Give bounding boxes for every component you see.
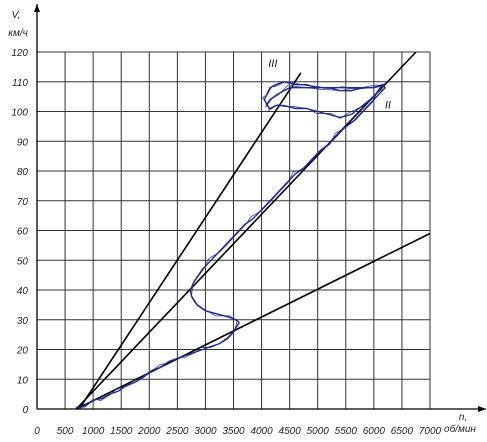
gear-line: [75, 232, 431, 410]
y-tick-labels: 0 10 20 30 40 50 60 70 80 90 100 110 120: [11, 48, 28, 416]
x-tick-label: 2500: [165, 426, 189, 437]
x-tick-label: 0: [34, 426, 40, 437]
series-line: [77, 81, 386, 410]
series-noise: [75, 81, 387, 408]
x-axis-label: n,: [459, 412, 467, 423]
x-tick-label: 3000: [194, 426, 217, 437]
axis-labels: n,об/мин V, км/ч: [8, 10, 476, 435]
x-tick-label: 5500: [335, 426, 358, 437]
y-axis-label: V,: [12, 10, 21, 21]
y-tick-label: 100: [11, 108, 28, 119]
y-tick-label: 20: [16, 346, 29, 357]
x-tick-label: 3500: [222, 426, 245, 437]
gear-line-label: II: [385, 100, 391, 112]
y-tick-label: 90: [17, 137, 29, 148]
x-tick-label: 5000: [307, 426, 330, 437]
chart-axes: [34, 4, 486, 412]
measured-series: [75, 81, 387, 410]
y-axis-unit: км/ч: [8, 28, 28, 39]
x-tick-label: 500: [57, 426, 74, 437]
x-tick-label: 2000: [137, 426, 161, 437]
y-tick-label: 80: [17, 167, 29, 178]
x-tick-label: 4000: [250, 426, 273, 437]
x-tick-label: 4500: [279, 426, 302, 437]
x-tick-label: 1000: [82, 426, 105, 437]
chart-grid: [36, 51, 431, 410]
y-axis-arrow: [34, 4, 40, 12]
x-tick-labels: 0 500 1000 1500 2000 2500 3000 3500 4000 4500 5000…: [34, 426, 441, 437]
x-tick-label: 6000: [363, 426, 386, 437]
gear-line: [75, 51, 417, 410]
gear-line-label: III: [268, 58, 277, 70]
x-tick-label: 1500: [110, 426, 133, 437]
y-tick-label: 60: [17, 227, 29, 238]
y-tick-label: 120: [11, 48, 28, 59]
x-axis-arrow: [478, 406, 486, 412]
x-axis-unit: об/мин: [444, 423, 476, 435]
x-tick-label: 6500: [391, 426, 414, 437]
y-tick-label: 0: [22, 405, 28, 416]
y-tick-label: 50: [17, 256, 29, 267]
y-tick-label: 70: [17, 197, 29, 208]
y-tick-label: 30: [17, 316, 29, 327]
y-tick-label: 10: [17, 375, 29, 386]
y-tick-label: 40: [17, 286, 29, 297]
gear-line: [78, 72, 302, 410]
y-tick-label: 110: [12, 78, 28, 89]
x-tick-label: 7000: [419, 426, 442, 437]
